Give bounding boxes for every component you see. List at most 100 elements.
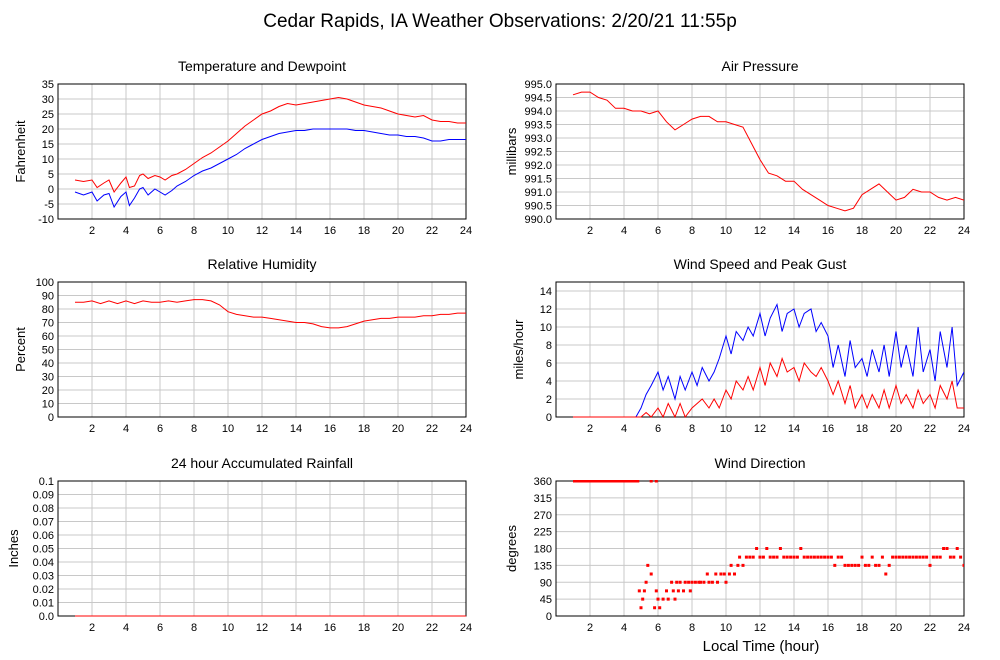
x-tick-label: 2 [587,225,593,237]
data-point [826,555,830,559]
y-tick-label: 225 [534,527,552,539]
data-point [877,563,881,567]
y-tick-label: 10 [42,399,54,411]
x-tick-label: 20 [392,622,404,634]
data-point [952,555,956,559]
y-tick-label: 90 [42,291,54,303]
y-tick-label: 0.05 [33,544,54,556]
x-tick-label: 24 [460,622,472,634]
y-tick-label: 14 [540,286,552,298]
data-point [639,606,643,610]
y-axis-label: millibars [504,127,519,175]
x-tick-label: 18 [856,622,868,634]
y-tick-label: 35 [42,79,54,91]
data-point [897,555,901,559]
y-tick-label: 30 [42,94,54,106]
x-tick-label: 24 [958,225,970,237]
data-point [775,555,779,559]
data-point [829,555,833,559]
y-tick-label: 991.0 [524,187,552,199]
data-point [833,563,837,567]
y-tick-label: 50 [42,345,54,357]
data-point [914,555,918,559]
x-tick-label: 18 [358,622,370,634]
data-point [656,597,660,601]
y-tick-label: 994.5 [524,93,552,105]
x-tick-label: 12 [754,423,766,435]
plot-frame [555,83,965,220]
data-point [761,555,765,559]
y-tick-label: 0 [546,611,552,623]
y-tick-label: 991.5 [524,174,552,186]
x-tick-label: 10 [222,225,234,237]
data-point [935,555,939,559]
x-tick-label: 20 [392,225,404,237]
data-point [666,597,670,601]
data-point [707,580,711,584]
data-point [748,555,752,559]
y-tick-label: 25 [42,109,54,121]
x-tick-label: 20 [890,225,902,237]
data-point [736,563,740,567]
data-point [673,597,677,601]
plot-frame [555,281,965,418]
x-tick-label: 14 [290,225,302,237]
data-point [843,563,847,567]
data-point [802,555,806,559]
data-point [733,572,736,576]
series-group [75,299,466,329]
series-group [573,480,964,610]
x-axis-label: Local Time (hour) [703,638,820,655]
x-tick-label: 2 [89,225,95,237]
x-tick-label: 16 [822,622,834,634]
y-tick-label: 0.04 [33,557,54,569]
data-point [641,597,645,601]
data-point [714,572,718,576]
data-point [727,572,731,576]
x-tick-label: 22 [924,622,936,634]
y-tick-label: 70 [42,318,54,330]
x-tick-label: 10 [222,622,234,634]
data-point [884,572,888,576]
x-tick-label: 12 [256,225,268,237]
chart-title: 24 hour Accumulated Rainfall [171,455,353,471]
x-tick-label: 18 [856,423,868,435]
data-point [768,555,772,559]
x-tick-label: 22 [924,225,936,237]
x-tick-label: 14 [788,423,800,435]
x-tick-label: 2 [587,622,593,634]
y-tick-label: 10 [540,322,552,334]
data-point [925,555,929,559]
x-tick-label: 6 [157,423,163,435]
data-point [751,555,755,559]
y-tick-label: 8 [546,340,552,352]
x-tick-label: 6 [157,622,163,634]
chart-title: Relative Humidity [208,256,317,272]
y-axis-label: Inches [6,529,21,568]
data-point [850,563,854,567]
data-point [670,580,674,584]
data-point [724,580,728,584]
y-tick-label: 0 [546,412,552,424]
data-point [918,555,922,559]
data-point [840,555,844,559]
x-tick-label: 22 [924,423,936,435]
data-point [729,563,733,567]
y-tick-label: 90 [540,577,552,589]
x-tick-label: 14 [788,622,800,634]
y-tick-label: 180 [534,544,552,556]
y-axis-label: degrees [504,525,519,572]
data-point [654,589,658,593]
x-tick-label: 12 [754,622,766,634]
y-tick-label: 100 [36,277,54,289]
x-tick-label: 6 [655,423,661,435]
data-point [649,572,653,576]
data-point [857,563,861,567]
y-tick-label: 20 [42,385,54,397]
data-point [782,555,786,559]
